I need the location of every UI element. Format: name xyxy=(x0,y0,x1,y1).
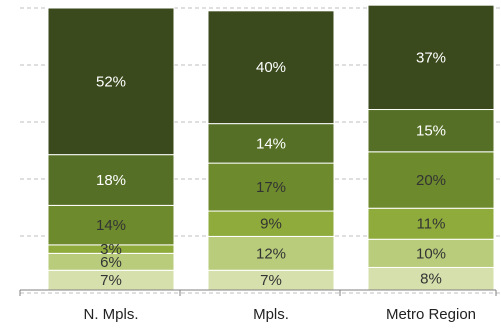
data-label: 37% xyxy=(416,49,446,66)
bar-segment-mpls-5 xyxy=(207,10,335,125)
x-tick-label: N. Mpls. xyxy=(83,306,138,323)
data-label: 3% xyxy=(100,241,122,258)
bars xyxy=(47,4,495,291)
bar-segment-mpls-4 xyxy=(207,123,335,164)
data-label: 15% xyxy=(416,123,446,140)
data-label: 11% xyxy=(417,216,446,233)
bar-segment-metro-region-5 xyxy=(367,4,495,111)
bar-segment-mpls-3 xyxy=(207,162,335,212)
data-label: 6% xyxy=(100,254,122,271)
data-label: 20% xyxy=(416,172,446,189)
x-tick-label: Metro Region xyxy=(386,306,476,323)
data-label: 14% xyxy=(256,135,286,152)
bar-segment-n-mpls-5 xyxy=(47,7,175,156)
data-label: 17% xyxy=(256,179,286,196)
data-label: 7% xyxy=(100,272,122,289)
bar-segment-metro-region-2 xyxy=(367,207,495,240)
data-label: 7% xyxy=(260,272,282,289)
data-label: 10% xyxy=(416,245,446,262)
data-label: 14% xyxy=(96,217,126,234)
x-tick-label: Mpls. xyxy=(253,306,289,323)
data-label: 40% xyxy=(256,59,286,76)
data-label: 8% xyxy=(420,271,442,288)
data-label: 9% xyxy=(260,216,282,233)
bar-segment-metro-region-3 xyxy=(367,151,495,209)
data-label: 18% xyxy=(96,172,126,189)
x-axis: N. Mpls. Mpls. Metro Region xyxy=(19,289,497,323)
data-label: 52% xyxy=(96,73,126,90)
data-label: 12% xyxy=(256,245,286,262)
segment-labels: 7%6%3%14%18%52%7%12%9%17%14%40%8%10%11%2… xyxy=(96,49,446,289)
bar-segment-metro-region-1 xyxy=(367,238,495,268)
